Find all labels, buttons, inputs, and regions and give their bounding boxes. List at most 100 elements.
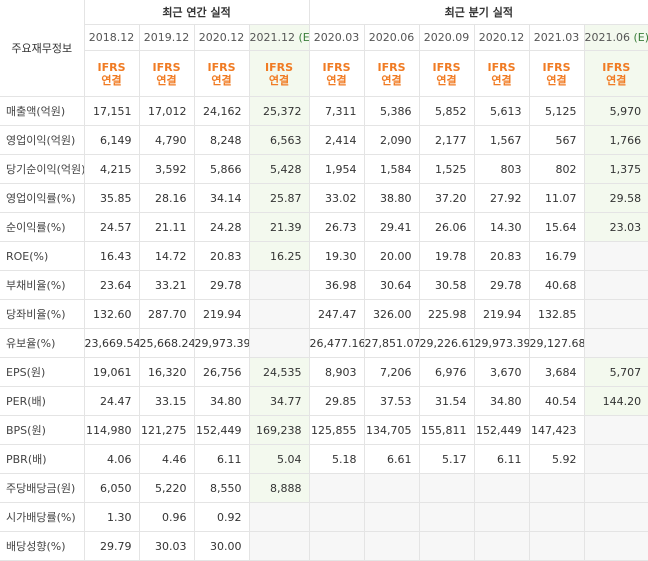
value-cell: 1,954 <box>308 154 365 184</box>
value-cell: 29.41 <box>364 212 420 242</box>
period-label: 2019.12 <box>143 31 190 44</box>
value-cell: 155,811 <box>419 415 475 445</box>
value-cell: 21.11 <box>139 212 195 242</box>
value-cell: 26.06 <box>419 212 475 242</box>
row-label: ROE(%) <box>0 241 85 271</box>
value-cell: 40.68 <box>529 270 585 300</box>
value-cell: 16.25 <box>249 241 310 271</box>
ifrs-badge-cell: IFRS 연결 <box>308 50 365 97</box>
value-cell: 20.83 <box>474 241 530 271</box>
value-cell: 5,125 <box>529 96 585 126</box>
value-cell: 37.20 <box>419 183 475 213</box>
value-cell <box>584 270 648 300</box>
period-header: 2020.06 <box>364 24 420 51</box>
value-cell: 14.30 <box>474 212 530 242</box>
value-cell: 29,973.39 <box>194 328 250 358</box>
value-cell: 25,668.24 <box>139 328 195 358</box>
value-cell: 132.85 <box>529 299 585 329</box>
value-cell: 3,684 <box>529 357 585 387</box>
value-cell <box>584 473 648 503</box>
ifrs-badge-cell: IFRS 연결 <box>249 50 310 97</box>
value-cell: 23.03 <box>584 212 648 242</box>
value-cell: 147,423 <box>529 415 585 445</box>
value-cell: 23,669.54 <box>84 328 140 358</box>
value-cell: 37.53 <box>364 386 420 416</box>
value-cell: 1,567 <box>474 125 530 155</box>
value-cell: 8,903 <box>308 357 365 387</box>
table-row: BPS(원) 114,980 121,275 152,449 169,238 125,85… <box>0 415 648 445</box>
row-label: 시가배당률(%) <box>0 502 85 532</box>
ifrs-badge-cell: IFRS 연결 <box>584 50 648 97</box>
value-cell: 1,375 <box>584 154 648 184</box>
value-cell: 287.70 <box>139 299 195 329</box>
value-cell: 152,449 <box>194 415 250 445</box>
value-cell: 33.21 <box>139 270 195 300</box>
value-cell: 28.16 <box>139 183 195 213</box>
value-cell: 26,756 <box>194 357 250 387</box>
table-row: PBR(배) 4.06 4.46 6.11 5.04 5.18 6.61 5.17 6.11 5.… <box>0 444 648 474</box>
value-cell <box>249 328 310 358</box>
period-label: 2021.12 <box>249 31 296 44</box>
ifrs-label: IFRS <box>207 60 236 74</box>
table-row: 순이익률(%) 24.57 21.11 24.28 21.39 26.73 29.41 26.… <box>0 212 648 242</box>
table-body: 매출액(억원) 17,151 17,012 24,162 25,372 7,311 5,38… <box>0 96 648 561</box>
value-cell: 25.87 <box>249 183 310 213</box>
value-cell <box>308 502 365 532</box>
value-cell: 803 <box>474 154 530 184</box>
value-cell: 40.54 <box>529 386 585 416</box>
value-cell: 29.58 <box>584 183 648 213</box>
value-cell <box>584 328 648 358</box>
value-cell: 132.60 <box>84 299 140 329</box>
estimate-mark: (E) <box>298 31 309 44</box>
value-cell <box>419 531 475 561</box>
value-cell: 169,238 <box>249 415 310 445</box>
value-cell: 14.72 <box>139 241 195 271</box>
value-cell <box>249 270 310 300</box>
value-cell: 5,970 <box>584 96 648 126</box>
value-cell <box>584 444 648 474</box>
value-cell: 29,973.39 <box>474 328 530 358</box>
row-label: 주당배당금(원) <box>0 473 85 503</box>
value-cell: 31.54 <box>419 386 475 416</box>
value-cell <box>308 531 365 561</box>
value-cell: 30.03 <box>139 531 195 561</box>
value-cell <box>474 531 530 561</box>
row-label: 영업이익률(%) <box>0 183 85 213</box>
value-cell <box>419 473 475 503</box>
value-cell: 20.83 <box>194 241 250 271</box>
ifrs-label: IFRS <box>377 60 406 74</box>
ifrs-label: IFRS <box>322 60 351 74</box>
value-cell <box>529 502 585 532</box>
period-label: 2020.03 <box>313 31 360 44</box>
value-cell: 34.77 <box>249 386 310 416</box>
table-row: 유보율(%) 23,669.54 25,668.24 29,973.39 26,477.… <box>0 328 648 358</box>
row-label: EPS(원) <box>0 357 85 387</box>
value-cell: 17,012 <box>139 96 195 126</box>
ifrs-badge-cell: IFRS 연결 <box>474 50 530 97</box>
value-cell <box>308 473 365 503</box>
ifrs-badge: IFRS 연결 <box>265 61 293 87</box>
value-cell: 4.06 <box>84 444 140 474</box>
value-cell: 5,707 <box>584 357 648 387</box>
value-cell: 16.43 <box>84 241 140 271</box>
ifrs-badge: IFRS 연결 <box>98 61 126 87</box>
value-cell: 36.98 <box>308 270 365 300</box>
value-cell: 125,855 <box>308 415 365 445</box>
value-cell <box>474 502 530 532</box>
ifrs-badge-cell: IFRS 연결 <box>529 50 585 97</box>
ifrs-badge-cell: IFRS 연결 <box>139 50 195 97</box>
value-cell: 5,428 <box>249 154 310 184</box>
value-cell: 26,477.16 <box>308 328 365 358</box>
value-cell: 802 <box>529 154 585 184</box>
value-cell: 219.94 <box>474 299 530 329</box>
value-cell: 23.64 <box>84 270 140 300</box>
value-cell: 8,550 <box>194 473 250 503</box>
value-cell: 6,149 <box>84 125 140 155</box>
row-label: 순이익률(%) <box>0 212 85 242</box>
ifrs-badge-cell: IFRS 연결 <box>419 50 475 97</box>
table-row: EPS(원) 19,061 16,320 26,756 24,535 8,903 7,206… <box>0 357 648 387</box>
ifrs-badge: IFRS 연결 <box>488 61 516 87</box>
row-label: PER(배) <box>0 386 85 416</box>
